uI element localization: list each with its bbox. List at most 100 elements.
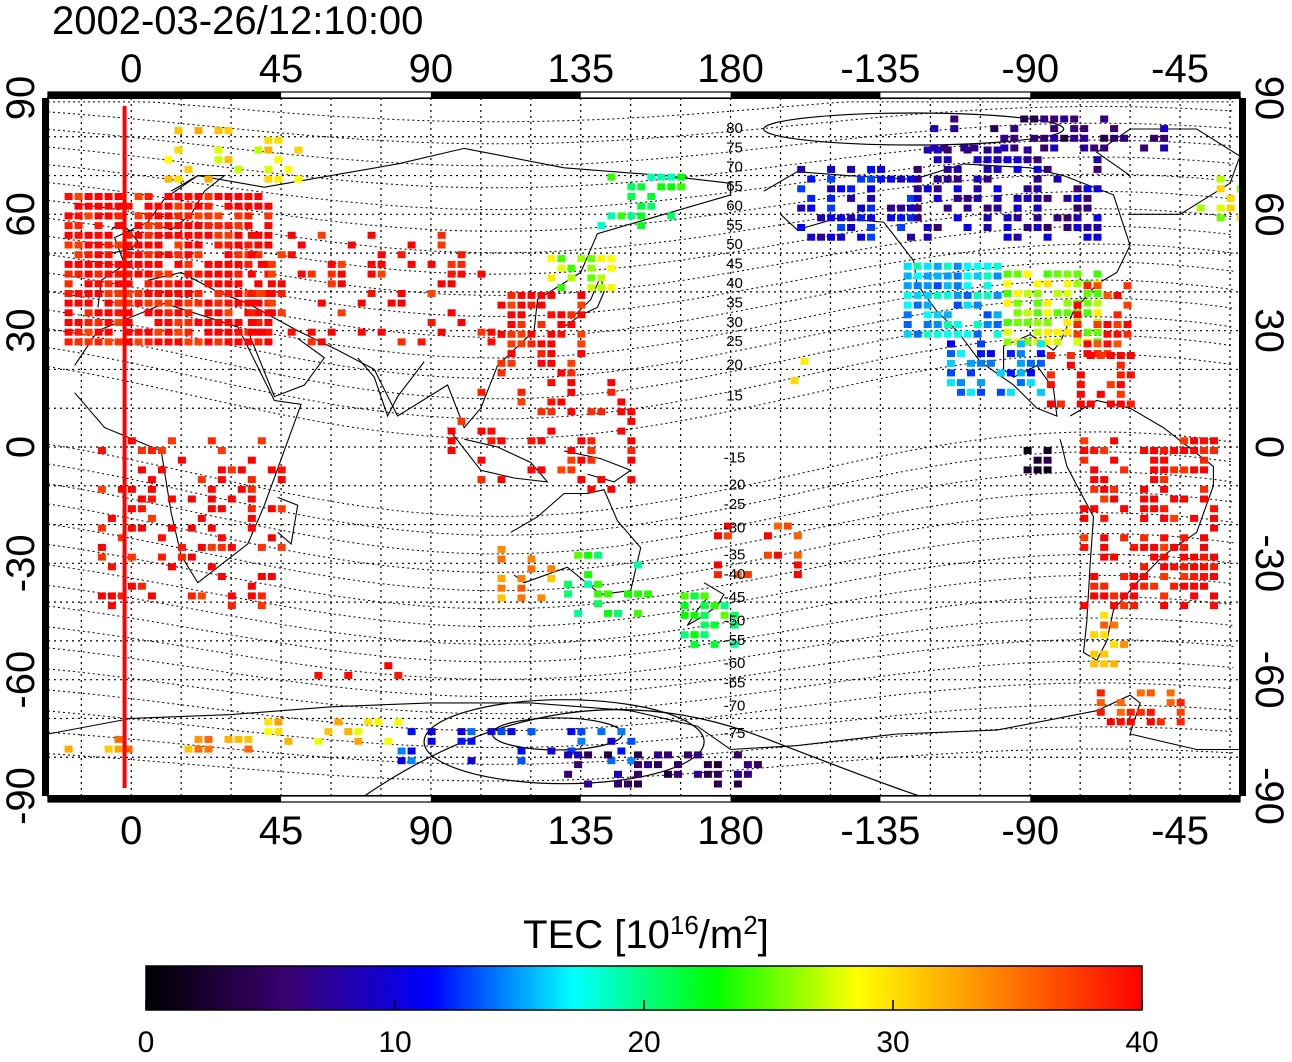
tec-pixel: [1033, 456, 1042, 464]
tec-pixel: [107, 602, 116, 610]
magnetic-contour-line: [48, 553, 1234, 628]
tec-cluster-antarctica-atl: [64, 735, 253, 753]
tec-pixel: [617, 408, 626, 416]
tec-pixel: [287, 231, 296, 239]
tec-pixel: [607, 485, 616, 493]
tec-pixel: [1083, 194, 1092, 202]
tec-pixel: [1210, 573, 1218, 580]
tec-pixel: [690, 640, 699, 648]
tec-pixel: [1146, 718, 1155, 726]
tec-pixel: [337, 309, 346, 317]
tec-cluster-pacific-island: [713, 522, 802, 579]
colorbar-tick-label: 0: [138, 1026, 155, 1057]
x-tick-label-top: 90: [409, 47, 454, 91]
tec-pixel: [277, 505, 286, 513]
tec-pixel: [857, 175, 866, 183]
tec-pixel: [184, 299, 193, 307]
tec-pixel: [567, 388, 576, 396]
tec-pixel: [957, 379, 965, 387]
tec-pixel: [953, 330, 962, 338]
tec-pixel: [1090, 582, 1099, 590]
tec-pixel: [124, 309, 133, 317]
tec-pixel: [614, 609, 622, 617]
graticule: [48, 98, 1240, 796]
contour-label: -30: [724, 519, 746, 536]
tec-pixel: [537, 321, 546, 328]
y-tick-label-left: 0: [0, 436, 43, 458]
tec-pixel: [224, 156, 233, 164]
tec-pixel: [607, 379, 616, 387]
tec-pixel: [827, 185, 836, 193]
tec-pixel: [1103, 321, 1112, 328]
y-tick-label-right: -90: [1247, 767, 1291, 825]
tec-pixel: [557, 284, 566, 292]
tec-pixel: [1180, 534, 1189, 542]
tec-pixel: [447, 280, 456, 288]
tec-pixel: [667, 212, 676, 220]
tec-pixel: [903, 272, 912, 280]
tec-pixel: [943, 272, 952, 280]
tec-pixel: [177, 553, 186, 561]
tec-pixel: [244, 193, 253, 200]
tec-pixel: [913, 330, 922, 338]
tec-pixel: [1043, 456, 1052, 464]
y-tick-label-right: 30: [1247, 308, 1291, 353]
tec-pixel: [913, 291, 922, 299]
tec-pixel: [977, 340, 985, 348]
tec-pixel: [923, 224, 932, 231]
tec-pixel: [194, 212, 203, 220]
tec-pixel: [1006, 388, 1015, 396]
tec-pixel: [973, 156, 982, 164]
tec-pixel: [680, 592, 689, 600]
tec-pixel: [1093, 321, 1102, 328]
tec-pixel: [733, 751, 742, 759]
tec-pixel: [963, 224, 972, 231]
tec-pixel: [1000, 144, 1009, 152]
tec-pixel: [1003, 156, 1012, 164]
tec-cluster-canada: [913, 146, 1102, 241]
tec-pixel: [627, 183, 636, 191]
tec-pixel: [164, 338, 173, 346]
tec-pixel: [933, 272, 942, 280]
tec-pixel: [457, 251, 466, 259]
tec-observations: [64, 115, 1240, 788]
tec-pixel: [1236, 214, 1240, 222]
tec-pixel: [467, 728, 476, 736]
tec-pixel: [154, 251, 163, 259]
tec-pixel: [923, 233, 932, 241]
tec-pixel: [184, 280, 193, 288]
tec-pixel: [337, 260, 346, 268]
tec-pixel: [950, 115, 959, 123]
contour-label: 45: [726, 256, 743, 273]
tec-pixel: [584, 551, 593, 559]
tec-pixel: [184, 193, 193, 200]
tec-pixel: [214, 146, 223, 154]
tec-pixel: [1063, 319, 1072, 326]
tec-pixel: [1013, 290, 1022, 297]
tec-pixel: [97, 524, 106, 532]
tec-pixel: [923, 185, 932, 193]
tec-pixel: [457, 270, 466, 278]
tec-pixel: [537, 301, 546, 309]
tec-pixel: [127, 524, 136, 532]
tec-pixel: [84, 202, 93, 210]
tec-pixel: [1160, 602, 1169, 610]
tec-pixel: [577, 476, 586, 484]
tec-pixel: [1073, 204, 1082, 212]
tec-pixel: [497, 301, 506, 309]
tec-pixel: [644, 761, 652, 769]
colorbar-tick-label: 20: [627, 1026, 660, 1057]
tec-pixel: [397, 290, 406, 297]
tec-pixel: [1043, 280, 1052, 288]
tec-pixel: [1080, 144, 1089, 152]
tec-pixel: [1210, 447, 1218, 454]
tec-pixel: [137, 447, 146, 454]
tec-pixel: [347, 241, 356, 249]
tec-pixel: [1080, 602, 1089, 610]
tec-pixel: [547, 747, 556, 755]
tec-pixel: [527, 340, 536, 348]
tec-pixel: [1003, 233, 1012, 241]
tec-pixel: [144, 328, 153, 336]
tec-pixel: [224, 270, 233, 278]
tec-pixel: [174, 212, 183, 220]
